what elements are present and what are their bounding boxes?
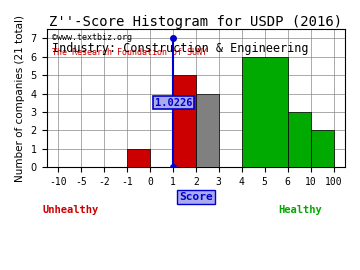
Y-axis label: Number of companies (21 total): Number of companies (21 total) (15, 15, 25, 182)
Text: The Research Foundation of SUNY: The Research Foundation of SUNY (53, 48, 207, 57)
Text: Industry: Construction & Engineering: Industry: Construction & Engineering (52, 42, 308, 55)
Text: ©www.textbiz.org: ©www.textbiz.org (53, 33, 132, 42)
Text: Score: Score (179, 192, 213, 202)
Bar (127, 149, 150, 167)
Title: Z''-Score Histogram for USDP (2016): Z''-Score Histogram for USDP (2016) (49, 15, 342, 29)
Bar (196, 93, 219, 167)
Bar (173, 75, 196, 167)
Text: 1.0226: 1.0226 (154, 98, 192, 108)
Bar (288, 112, 311, 167)
Text: Unhealthy: Unhealthy (42, 205, 99, 215)
Bar (242, 57, 288, 167)
Bar (311, 130, 333, 167)
Text: Healthy: Healthy (278, 205, 322, 215)
